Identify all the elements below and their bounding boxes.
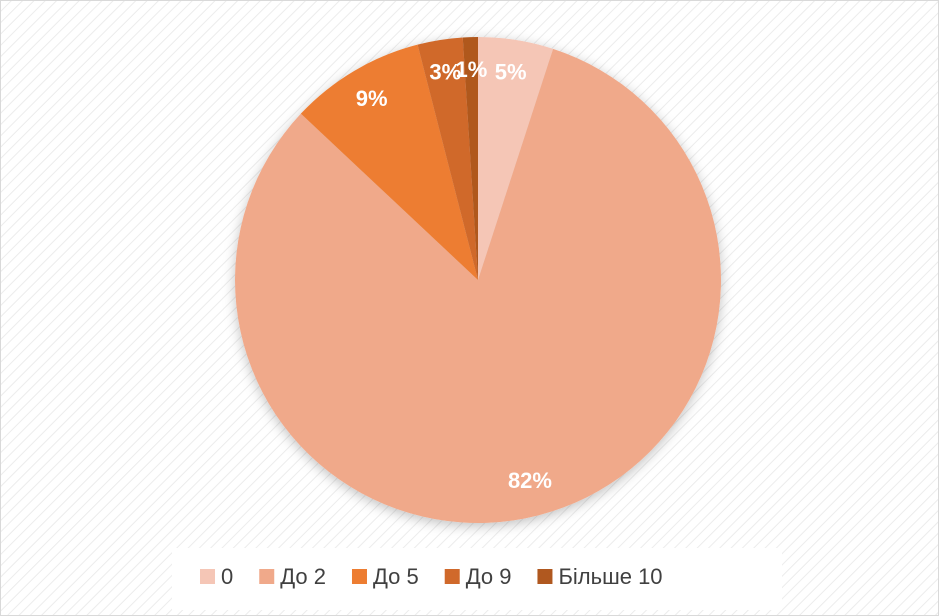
legend-swatch	[259, 569, 275, 584]
legend-label: До 9	[466, 564, 512, 589]
pie-slice	[417, 37, 478, 280]
data-label: 3%	[429, 59, 461, 84]
legend-label: Більше 10	[558, 564, 662, 589]
legend-swatch	[444, 569, 460, 584]
legend-label: До 2	[280, 564, 326, 589]
data-label: 1%	[456, 57, 488, 82]
legend: 0 До 2 До 5 До 9 Більше 10	[200, 564, 663, 589]
data-label: 5%	[495, 59, 527, 84]
pie-slice	[300, 44, 478, 280]
legend-label: 0	[221, 564, 233, 589]
data-label: 82%	[508, 468, 552, 493]
pie	[235, 37, 722, 524]
legend-swatch	[351, 569, 367, 584]
legend-label: До 5	[373, 564, 419, 589]
pie-slice	[462, 37, 478, 280]
legend-swatch	[200, 569, 215, 584]
data-label: 9%	[356, 86, 388, 111]
pie-slice	[235, 48, 722, 524]
pie-slice	[478, 37, 554, 280]
legend-swatch	[537, 569, 553, 584]
labels: 5% 82% 9% 3%1%	[356, 57, 552, 493]
